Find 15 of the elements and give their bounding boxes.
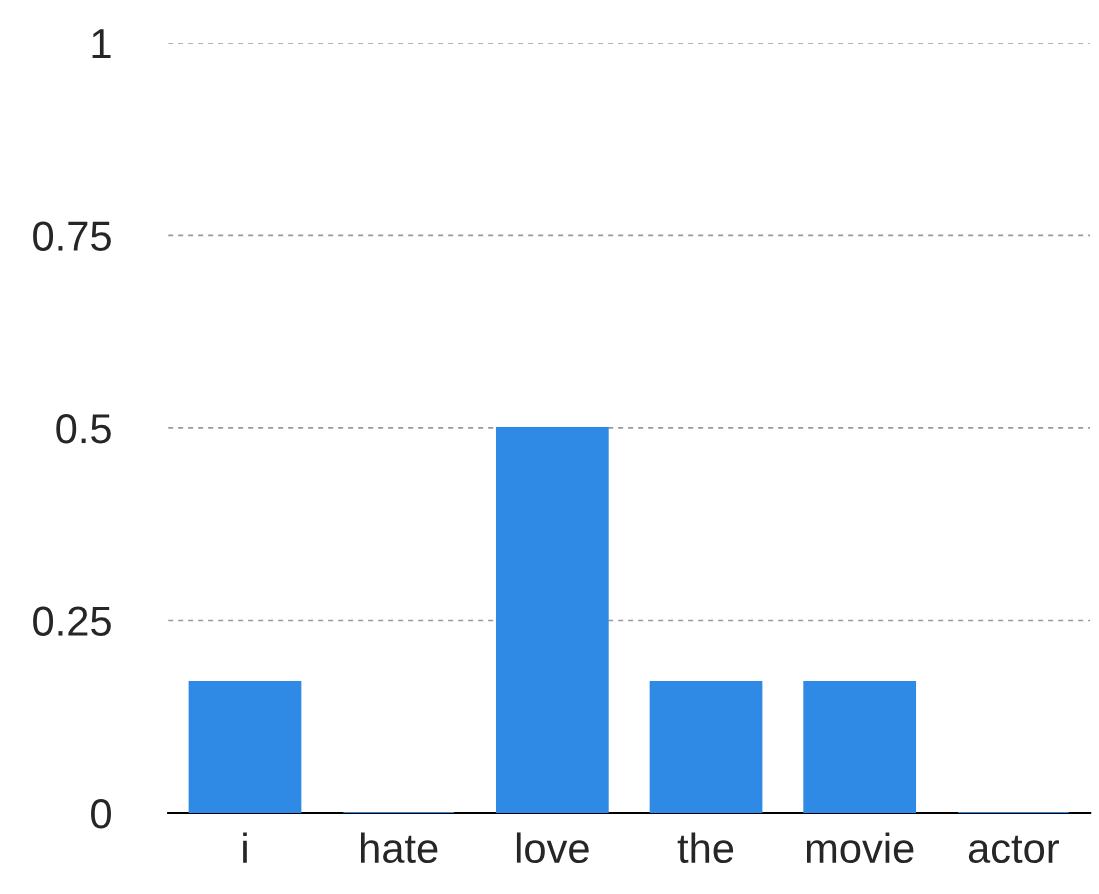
x-tick-label: movie [806,832,914,864]
x-tick-label: the [677,832,734,864]
y-tick-label: 0.75 [33,221,111,251]
x-tick-label: hate [361,832,438,864]
y-tick-label: 0.25 [33,606,111,636]
x-tick-label: i [243,832,247,863]
bar [649,681,763,813]
bar [803,681,917,813]
y-tick-label: 0 [91,799,111,829]
bar [495,426,609,813]
x-tick-label: love [516,832,589,864]
x-tick-label: actor [968,835,1059,864]
y-tick-label: 1 [92,29,111,59]
bar [188,681,302,813]
y-tick-label: 0.5 [56,413,111,444]
